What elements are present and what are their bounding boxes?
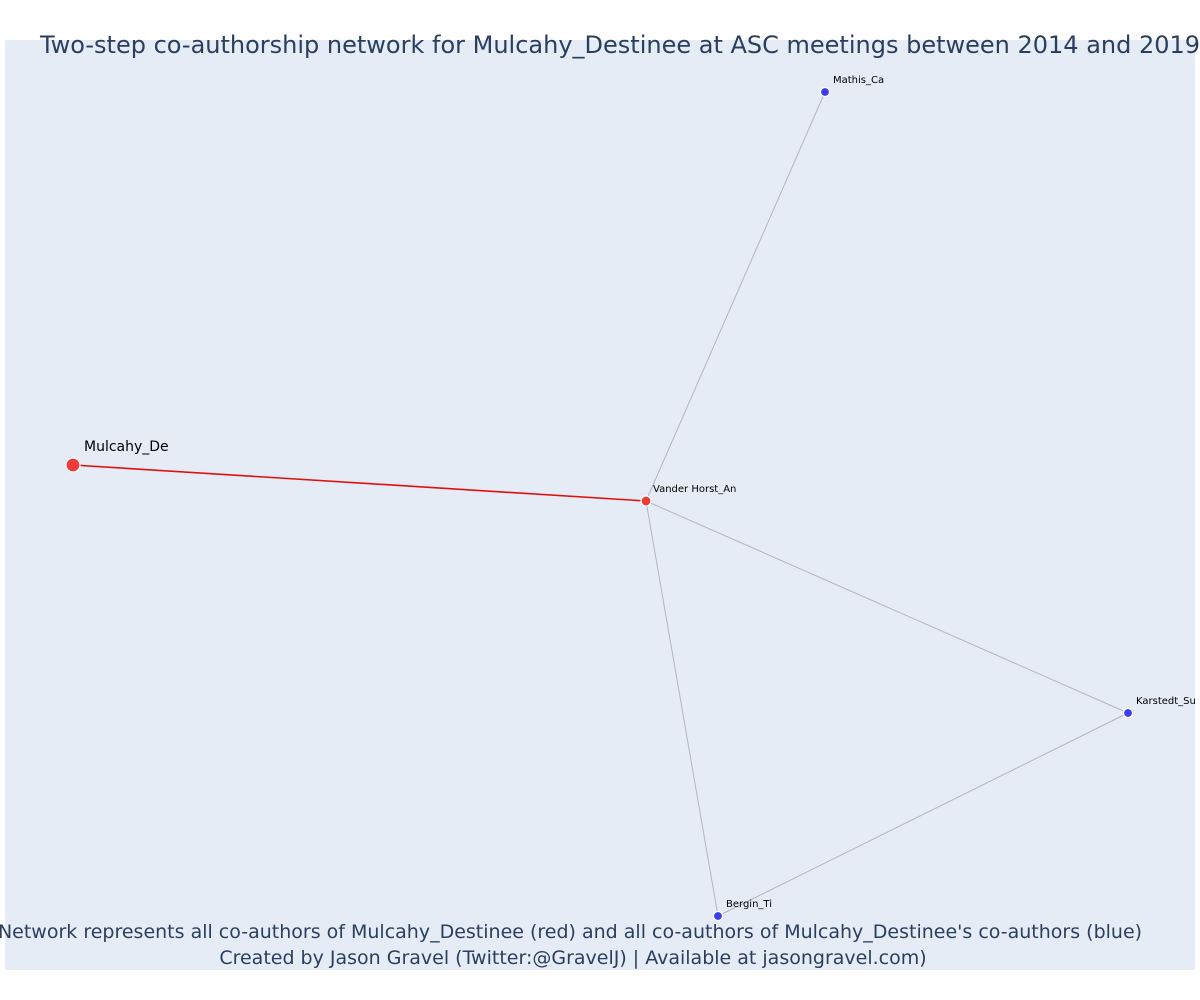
labels-layer: Mulcahy_De Vander Horst_An Mathis_Ca Karste… (84, 75, 1196, 910)
edge-vanderhorst-bergin (645, 500, 719, 917)
chart-title: Two-step co-authorship network for Mulca… (39, 31, 1200, 59)
node-vanderhorst[interactable] (640, 495, 652, 507)
node-label-karstedt: Karstedt_Su (1136, 696, 1196, 707)
node-karstedt[interactable] (1122, 707, 1134, 719)
nodes-layer (65, 86, 1134, 922)
edge-vanderhorst-mathis (645, 91, 826, 502)
node-mathis[interactable] (819, 86, 831, 98)
node-label-bergin: Bergin_Ti (726, 899, 772, 910)
node-bergin[interactable] (712, 910, 724, 922)
caption-line-1: Network represents all co-authors of Mul… (0, 921, 1142, 943)
node-label-mathis: Mathis_Ca (833, 75, 884, 86)
edge-karstedt-bergin (717, 712, 1129, 917)
node-label-vanderhorst: Vander Horst_An (653, 484, 736, 495)
edge-vanderhorst-karstedt (645, 500, 1129, 714)
node-label-mulcahy: Mulcahy_De (84, 439, 169, 455)
node-mulcahy[interactable] (65, 457, 81, 473)
plot-background (5, 40, 1195, 970)
caption-line-2: Created by Jason Gravel (Twitter:@Gravel… (219, 947, 926, 969)
edge-mulcahy-vanderhorst (72, 464, 647, 502)
edges-layer (72, 91, 1129, 917)
